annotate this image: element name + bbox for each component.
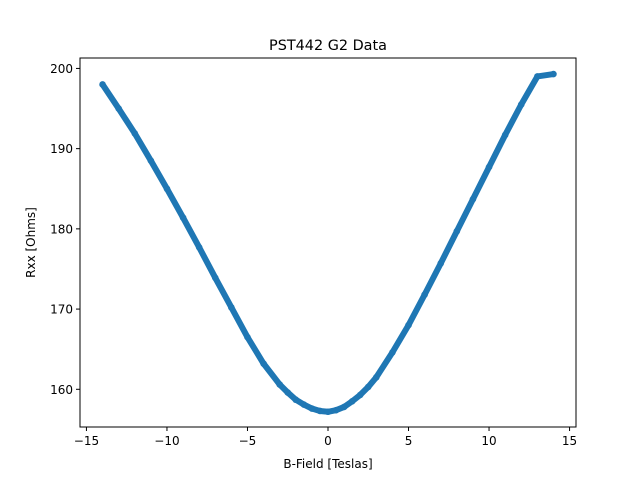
y-tick-label: 200 [50, 62, 73, 76]
data-point [260, 360, 267, 367]
x-tick-label: 5 [405, 434, 413, 448]
x-tick-label: −5 [239, 434, 257, 448]
y-axis: 160 170 180 190 200 [50, 62, 80, 397]
x-tick-label: −15 [74, 434, 99, 448]
data-layer [99, 70, 557, 416]
data-point [364, 383, 372, 391]
y-axis-label: Rxx [Ohms] [24, 207, 38, 278]
data-point [300, 401, 308, 408]
data-point [292, 396, 300, 404]
data-point [534, 73, 541, 80]
data-point [437, 260, 445, 267]
data-point [179, 214, 187, 221]
data-point [453, 227, 461, 235]
data-point [228, 304, 235, 311]
data-point [244, 333, 251, 341]
data-point [284, 389, 292, 396]
data-point [308, 405, 316, 412]
data-point [163, 185, 171, 193]
data-point [373, 373, 380, 381]
data-point [147, 157, 155, 164]
x-axis-label: B-Field [Teslas] [283, 457, 372, 471]
x-tick-label: 15 [562, 434, 577, 448]
data-point [316, 407, 324, 415]
data-point [348, 398, 356, 405]
x-tick-label: 10 [481, 434, 496, 448]
data-point [324, 408, 332, 416]
data-point [340, 403, 348, 411]
y-tick-label: 160 [50, 383, 73, 397]
data-point [115, 105, 122, 112]
data-point [356, 391, 364, 399]
data-point [550, 70, 557, 78]
data-point [332, 406, 340, 414]
axes-frame [79, 57, 577, 428]
chart-title: PST442 G2 Data [269, 38, 387, 54]
data-point [469, 195, 477, 203]
y-tick-label: 190 [50, 142, 73, 156]
data-point [501, 131, 509, 139]
data-point [211, 274, 219, 282]
data-point [485, 163, 493, 171]
data-point [421, 291, 428, 298]
data-point [131, 130, 139, 137]
data-point [195, 244, 203, 251]
data-point [389, 349, 396, 356]
data-point [517, 101, 525, 108]
data-point [276, 381, 283, 388]
x-tick-label: −10 [154, 434, 179, 448]
y-tick-label: 180 [50, 222, 73, 236]
data-point [99, 81, 106, 88]
series-line [99, 71, 557, 415]
x-axis: −15 −10 −5 0 5 10 15 [74, 427, 577, 448]
x-tick-label: 0 [324, 434, 332, 448]
data-point [405, 321, 412, 329]
y-tick-label: 170 [50, 303, 73, 317]
